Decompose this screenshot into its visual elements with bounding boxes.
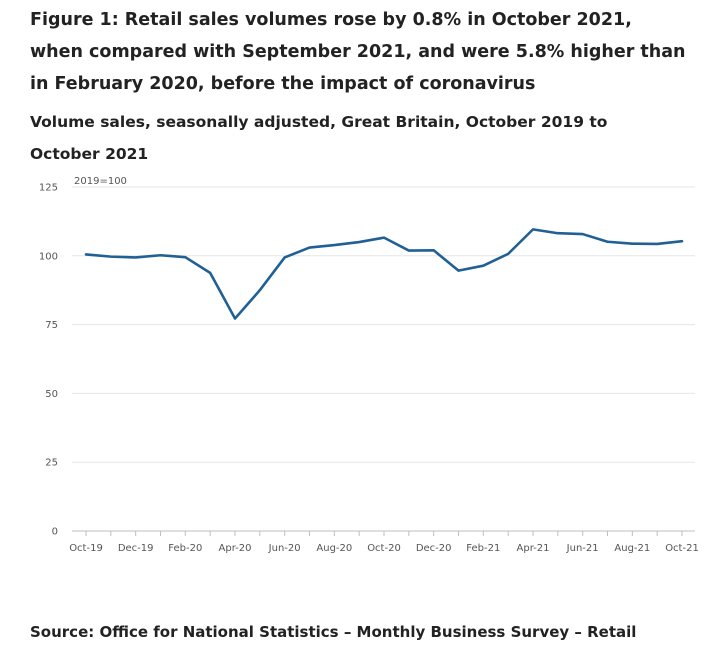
data-point[interactable] [82,250,90,258]
data-point[interactable] [653,240,661,248]
data-point[interactable] [579,230,587,238]
data-point[interactable] [306,244,314,252]
x-tick-label: Dec-19 [118,543,154,554]
source-note: Source: Office for National Statistics –… [30,623,637,641]
data-point[interactable] [604,238,612,246]
chart-title: Figure 1: Retail sales volumes rose by 0… [30,10,686,94]
x-tick-label: Feb-21 [466,543,500,554]
data-point[interactable] [256,286,264,294]
data-point[interactable] [430,246,438,254]
data-point[interactable] [157,251,165,259]
data-point[interactable] [330,241,338,249]
data-point[interactable] [107,253,115,261]
data-point[interactable] [455,267,463,275]
y-tick-label: 75 [45,320,58,331]
y-tick-label: 25 [45,458,58,469]
x-tick-label: Aug-21 [614,543,650,554]
y-tick-label: 125 [39,183,58,194]
x-tick-label: Jun-20 [268,543,301,554]
y-tick-label: 50 [45,389,58,400]
data-point[interactable] [355,238,363,246]
chart-subtitle: Volume sales, seasonally adjusted, Great… [30,113,608,163]
data-point[interactable] [380,234,388,242]
x-tick-label: Oct-19 [69,543,103,554]
y-tick-label: 100 [39,251,58,262]
data-point[interactable] [132,253,140,261]
x-tick-label: Feb-20 [168,543,202,554]
x-tick-label: Oct-20 [367,543,401,554]
y-axis-unit-label: 2019=100 [74,176,127,187]
series-line [84,228,684,320]
line-chart: 0 25 50 75 100 125 Oct-19 Dec-19 Feb-20 Apr-20 Jun… [39,176,699,554]
data-point[interactable] [206,269,214,277]
data-point[interactable] [231,315,239,323]
x-tick-label: Oct-21 [665,543,699,554]
data-point[interactable] [281,253,289,261]
data-point[interactable] [678,237,686,245]
x-tick-label: Dec-20 [416,543,452,554]
y-tick-label: 0 [52,527,58,538]
x-tick-label: Jun-21 [566,543,599,554]
data-point[interactable] [504,250,512,258]
x-tick-label: Apr-21 [517,543,550,554]
x-tick-label: Apr-20 [219,543,252,554]
data-point[interactable] [529,225,537,233]
data-point[interactable] [181,253,189,261]
data-point[interactable] [405,247,413,255]
data-point[interactable] [628,240,636,248]
data-point[interactable] [554,229,562,237]
x-tick-label: Aug-20 [316,543,352,554]
data-point[interactable] [479,262,487,270]
